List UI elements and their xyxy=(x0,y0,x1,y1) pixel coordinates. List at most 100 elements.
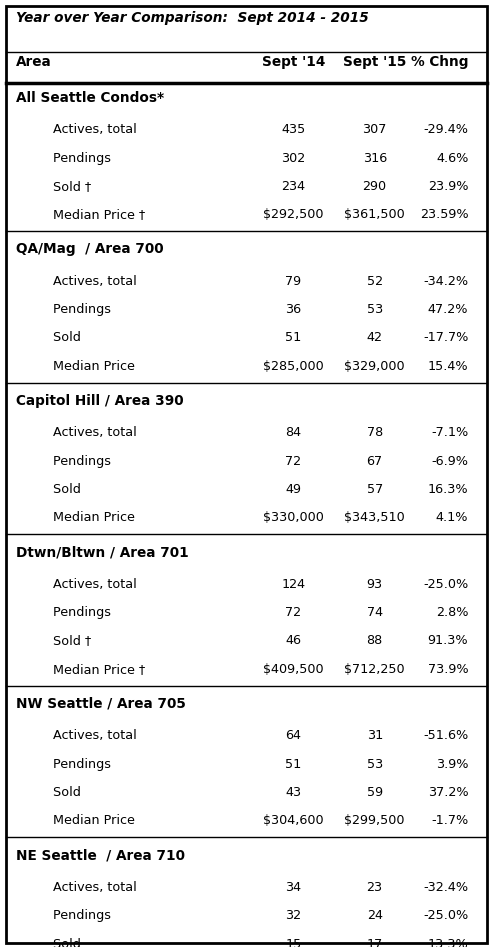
Text: NW Seattle / Area 705: NW Seattle / Area 705 xyxy=(16,697,186,711)
Text: Pendings: Pendings xyxy=(37,455,111,468)
Text: 36: 36 xyxy=(285,303,301,316)
Text: -34.2%: -34.2% xyxy=(423,275,468,288)
Text: $330,000: $330,000 xyxy=(263,511,324,525)
Text: Pendings: Pendings xyxy=(37,152,111,165)
Text: Sept '14: Sept '14 xyxy=(262,55,325,69)
Text: Actives, total: Actives, total xyxy=(37,123,137,136)
Text: $343,510: $343,510 xyxy=(344,511,405,525)
Text: 59: 59 xyxy=(367,786,383,799)
Text: 32: 32 xyxy=(285,909,301,922)
Text: 73.9%: 73.9% xyxy=(428,663,468,676)
Text: 290: 290 xyxy=(363,180,387,193)
Text: 23.9%: 23.9% xyxy=(428,180,468,193)
Text: 13.3%: 13.3% xyxy=(427,938,468,947)
Text: Median Price: Median Price xyxy=(37,814,135,828)
Text: 78: 78 xyxy=(367,426,383,439)
Text: Sold †: Sold † xyxy=(37,180,91,193)
Text: 52: 52 xyxy=(367,275,383,288)
Text: 53: 53 xyxy=(367,303,383,316)
Text: $361,500: $361,500 xyxy=(344,208,405,222)
Text: 42: 42 xyxy=(367,331,383,345)
Text: -25.0%: -25.0% xyxy=(423,578,468,591)
Text: -6.9%: -6.9% xyxy=(431,455,468,468)
Text: Pendings: Pendings xyxy=(37,303,111,316)
Text: Actives, total: Actives, total xyxy=(37,275,137,288)
Text: 46: 46 xyxy=(285,634,301,648)
Text: NE Seattle  / Area 710: NE Seattle / Area 710 xyxy=(16,849,185,863)
Text: 307: 307 xyxy=(362,123,387,136)
Text: Actives, total: Actives, total xyxy=(37,426,137,439)
Text: 4.6%: 4.6% xyxy=(436,152,468,165)
Text: 23: 23 xyxy=(367,881,383,894)
Text: 47.2%: 47.2% xyxy=(428,303,468,316)
Text: -51.6%: -51.6% xyxy=(423,729,468,742)
Text: Dtwn/Bltwn / Area 701: Dtwn/Bltwn / Area 701 xyxy=(16,545,188,560)
Text: $409,500: $409,500 xyxy=(263,663,323,676)
Text: Pendings: Pendings xyxy=(37,909,111,922)
Text: 84: 84 xyxy=(285,426,301,439)
Text: -29.4%: -29.4% xyxy=(423,123,468,136)
Text: 435: 435 xyxy=(281,123,306,136)
Text: 4.1%: 4.1% xyxy=(436,511,468,525)
Text: 93: 93 xyxy=(367,578,383,591)
Text: QA/Mag  / Area 700: QA/Mag / Area 700 xyxy=(16,242,163,257)
Text: 34: 34 xyxy=(285,881,301,894)
Text: 74: 74 xyxy=(367,606,383,619)
Text: -1.7%: -1.7% xyxy=(431,814,468,828)
Text: % Chng: % Chng xyxy=(411,55,468,69)
Text: 43: 43 xyxy=(285,786,301,799)
Text: 88: 88 xyxy=(367,634,383,648)
Text: 302: 302 xyxy=(281,152,306,165)
Text: 49: 49 xyxy=(285,483,301,496)
Text: -17.7%: -17.7% xyxy=(423,331,468,345)
Text: Median Price †: Median Price † xyxy=(37,663,145,676)
Text: 72: 72 xyxy=(285,606,301,619)
Text: 51: 51 xyxy=(285,331,301,345)
Text: 51: 51 xyxy=(285,758,301,771)
Text: Sold †: Sold † xyxy=(37,634,91,648)
Text: Area: Area xyxy=(16,55,52,69)
Text: 72: 72 xyxy=(285,455,301,468)
Text: 23.59%: 23.59% xyxy=(420,208,468,222)
Text: 91.3%: 91.3% xyxy=(428,634,468,648)
Text: $299,500: $299,500 xyxy=(345,814,405,828)
Text: 124: 124 xyxy=(282,578,305,591)
Text: -7.1%: -7.1% xyxy=(431,426,468,439)
Text: 2.8%: 2.8% xyxy=(436,606,468,619)
Text: 15.4%: 15.4% xyxy=(428,360,468,373)
Text: Pendings: Pendings xyxy=(37,758,111,771)
Text: -32.4%: -32.4% xyxy=(423,881,468,894)
Text: Sold: Sold xyxy=(37,786,81,799)
Text: Pendings: Pendings xyxy=(37,606,111,619)
Text: Sept '15: Sept '15 xyxy=(343,55,406,69)
Text: 57: 57 xyxy=(367,483,383,496)
Text: $292,500: $292,500 xyxy=(263,208,323,222)
Text: Actives, total: Actives, total xyxy=(37,729,137,742)
Text: 31: 31 xyxy=(367,729,383,742)
Text: 37.2%: 37.2% xyxy=(428,786,468,799)
Text: Year over Year Comparison:  Sept 2014 - 2015: Year over Year Comparison: Sept 2014 - 2… xyxy=(16,11,369,26)
Text: Median Price: Median Price xyxy=(37,360,135,373)
Text: $285,000: $285,000 xyxy=(263,360,324,373)
Text: Median Price: Median Price xyxy=(37,511,135,525)
Text: 316: 316 xyxy=(362,152,387,165)
Text: 15: 15 xyxy=(285,938,301,947)
Text: 79: 79 xyxy=(285,275,301,288)
Text: 234: 234 xyxy=(282,180,305,193)
Text: Sold: Sold xyxy=(37,331,81,345)
Text: -25.0%: -25.0% xyxy=(423,909,468,922)
Text: Capitol Hill / Area 390: Capitol Hill / Area 390 xyxy=(16,394,183,408)
Text: 3.9%: 3.9% xyxy=(436,758,468,771)
Text: $304,600: $304,600 xyxy=(263,814,323,828)
Text: All Seattle Condos*: All Seattle Condos* xyxy=(16,91,164,105)
Text: 67: 67 xyxy=(367,455,383,468)
Text: 24: 24 xyxy=(367,909,383,922)
Text: 53: 53 xyxy=(367,758,383,771)
Text: 64: 64 xyxy=(285,729,301,742)
Text: Sold: Sold xyxy=(37,938,81,947)
Text: Actives, total: Actives, total xyxy=(37,578,137,591)
Text: Actives, total: Actives, total xyxy=(37,881,137,894)
Text: 17: 17 xyxy=(367,938,383,947)
Text: $329,000: $329,000 xyxy=(345,360,405,373)
Text: $712,250: $712,250 xyxy=(345,663,405,676)
